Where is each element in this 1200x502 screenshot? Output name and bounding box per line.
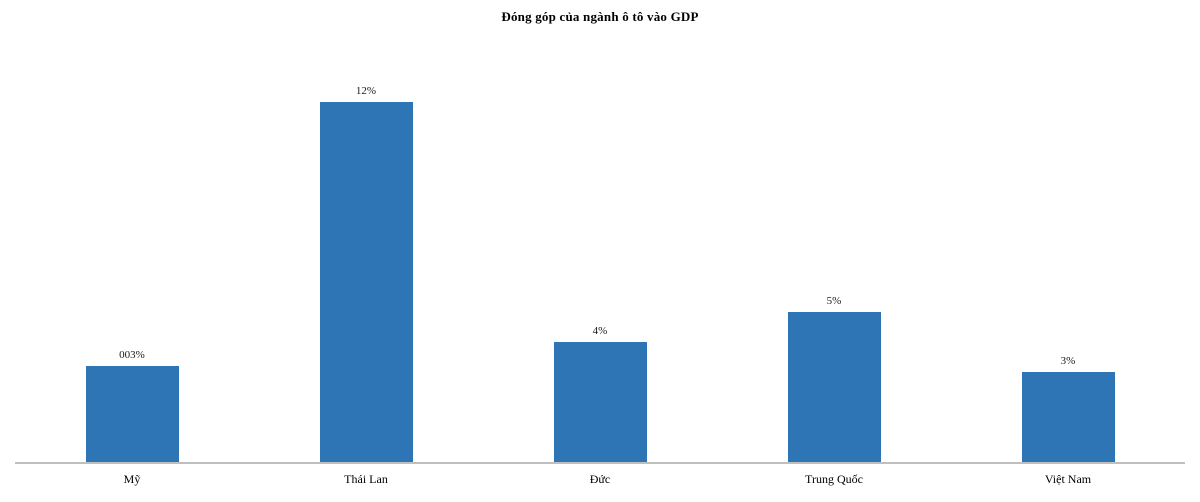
bar xyxy=(85,366,179,462)
bar-slot: 5% xyxy=(717,40,951,462)
bar-slot: 003% xyxy=(15,40,249,462)
chart-title: Đóng góp của ngành ô tô vào GDP xyxy=(501,9,699,24)
bar-slot: 12% xyxy=(249,40,483,462)
bar-slot: 3% xyxy=(951,40,1185,462)
plot-area: 003% 12% 4% 5% 3% xyxy=(15,40,1185,464)
bar-value-label: 12% xyxy=(355,85,377,97)
bar xyxy=(319,102,413,462)
category-axis: Mỹ Thái Lan Đức Trung Quốc Việt Nam xyxy=(15,472,1185,487)
category-label: Mỹ xyxy=(123,472,141,486)
category-label: Việt Nam xyxy=(1044,472,1092,486)
bar xyxy=(1021,372,1115,462)
category-label: Đức xyxy=(589,472,611,486)
bar-value-label: 5% xyxy=(826,295,842,307)
category-label: Trung Quốc xyxy=(805,472,863,486)
bar-value-label: 4% xyxy=(592,325,608,337)
category-label: Thái Lan xyxy=(344,472,388,486)
bar xyxy=(787,312,881,462)
bar xyxy=(553,342,647,462)
bar-value-label: 003% xyxy=(119,349,145,361)
bar-slot: 4% xyxy=(483,40,717,462)
bar-value-label: 3% xyxy=(1060,355,1076,367)
